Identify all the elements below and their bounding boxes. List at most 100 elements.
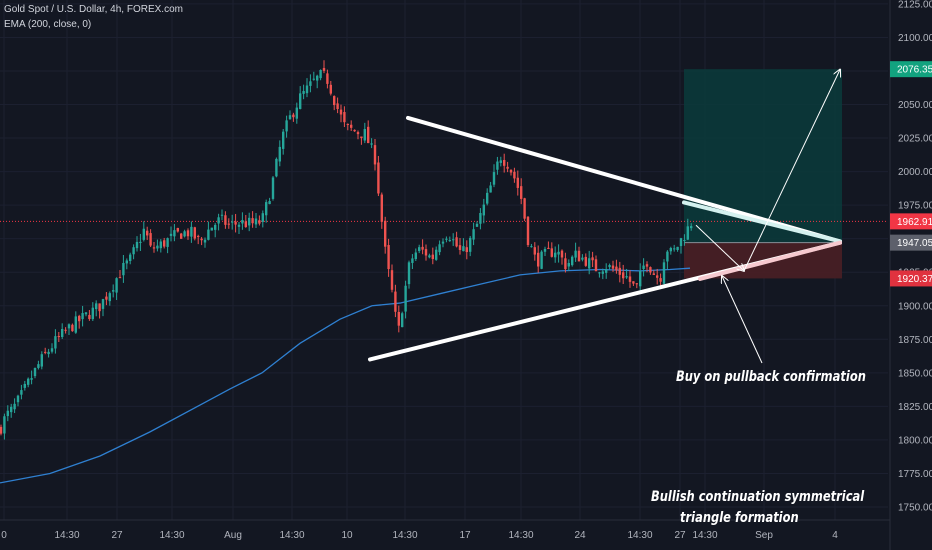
candle-body — [156, 245, 159, 249]
candle-body — [421, 246, 424, 250]
candle-body — [95, 303, 98, 310]
candle-body — [656, 275, 659, 278]
candle-body — [299, 93, 302, 109]
candle-body — [16, 395, 20, 403]
candle-body — [642, 265, 645, 270]
candle-body — [455, 237, 458, 247]
candle-body — [312, 78, 315, 80]
price-tick-label: 2050.00 — [898, 100, 932, 111]
time-tick-label: 14:30 — [159, 530, 184, 541]
candle-body — [67, 324, 71, 329]
price-tick-label: 1900.00 — [898, 301, 932, 312]
candle-body — [353, 129, 356, 132]
candle-body — [248, 217, 251, 226]
projection-arrow-down[interactable] — [695, 224, 744, 271]
candle-body — [84, 312, 88, 315]
time-tick-label: 17 — [459, 530, 471, 541]
candle-body — [333, 96, 336, 106]
time-tick-label: Aug — [224, 530, 242, 541]
candle-body — [231, 221, 234, 223]
candle-body — [227, 223, 230, 225]
candle-body — [176, 228, 179, 232]
candle-body — [37, 364, 40, 368]
target-zone[interactable] — [684, 69, 842, 243]
candle-body — [343, 112, 346, 123]
time-tick-label: 14:30 — [54, 530, 79, 541]
candle-body — [394, 291, 397, 312]
price-tick-label: 1750.00 — [898, 503, 932, 514]
candle-body — [635, 283, 638, 285]
candle-body — [401, 313, 404, 328]
candle-body — [404, 285, 407, 312]
candle-body — [326, 73, 329, 84]
candle-body — [628, 276, 632, 282]
annotation-pointer-arrow[interactable] — [722, 276, 763, 364]
candle-body — [203, 239, 207, 243]
ema-200-line[interactable] — [0, 267, 691, 484]
time-tick-label: 24 — [574, 530, 586, 541]
candle-body — [418, 247, 421, 252]
projection-arrow-up[interactable] — [743, 70, 840, 272]
candle-body — [0, 426, 3, 434]
candle-body — [108, 293, 111, 302]
candle-body — [61, 329, 64, 337]
pattern-note-line-2[interactable]: triangle formation — [680, 510, 799, 526]
entry-price-tag-bg — [890, 234, 932, 251]
candle-body — [652, 273, 655, 275]
ema-indicator-label[interactable]: EMA (200, close, 0) — [4, 19, 92, 30]
candle-body — [649, 267, 652, 273]
candle-body — [615, 266, 618, 271]
candle-body — [91, 307, 94, 320]
candle-body — [149, 233, 152, 246]
candle-body — [125, 260, 128, 264]
candle-body — [683, 240, 686, 242]
candle-body — [679, 238, 683, 247]
candle-body — [482, 204, 485, 216]
current-price-tag: 1962.91 — [897, 217, 932, 228]
candle-body — [639, 270, 642, 287]
candle-body — [132, 247, 135, 255]
candle-body — [305, 85, 309, 94]
candle-body — [462, 246, 465, 252]
price-tick-label: 1875.00 — [898, 335, 932, 346]
ema-line-layer — [0, 267, 691, 484]
candle-body — [411, 258, 414, 263]
candle-body — [64, 329, 67, 331]
candle-body — [387, 245, 390, 270]
candle-body — [71, 324, 74, 332]
candle-body — [81, 313, 84, 320]
stop-price-tag: 1920.37 — [897, 274, 932, 285]
buy-note-annotation[interactable]: Buy on pullback confirmation — [676, 369, 866, 385]
candle-body — [98, 303, 101, 312]
candle-body — [506, 166, 509, 169]
candle-body — [662, 262, 666, 284]
candle-body — [3, 416, 6, 434]
time-tick-label: 27 — [674, 530, 686, 541]
candle-body — [268, 201, 271, 205]
candle-body — [200, 238, 203, 241]
time-tick-label: 14:30 — [392, 530, 417, 541]
price-tick-label: 1975.00 — [898, 201, 932, 212]
drawing-layer — [368, 70, 842, 364]
candle-body — [452, 239, 455, 241]
candle-body — [547, 247, 550, 249]
candle-body — [142, 228, 145, 240]
candle-body — [564, 258, 567, 270]
candle-body — [571, 256, 574, 266]
candle-body — [469, 237, 472, 252]
candle-body — [139, 241, 142, 243]
time-tick-label: Sep — [755, 530, 773, 541]
time-tick-label: 4 — [832, 530, 838, 541]
target-price-tag: 2076.35 — [897, 65, 932, 76]
target-price-tag-bg — [890, 61, 932, 78]
candle-body — [105, 296, 108, 300]
candle-body — [448, 240, 451, 242]
candle-body — [285, 120, 288, 132]
pattern-note-line-1[interactable]: Bullish continuation symmetrical — [651, 489, 865, 505]
candle-body — [554, 252, 557, 258]
lower-trendline-tint — [698, 240, 842, 281]
candle-body — [591, 257, 594, 261]
candle-body — [632, 281, 635, 284]
candle-body — [673, 248, 676, 250]
